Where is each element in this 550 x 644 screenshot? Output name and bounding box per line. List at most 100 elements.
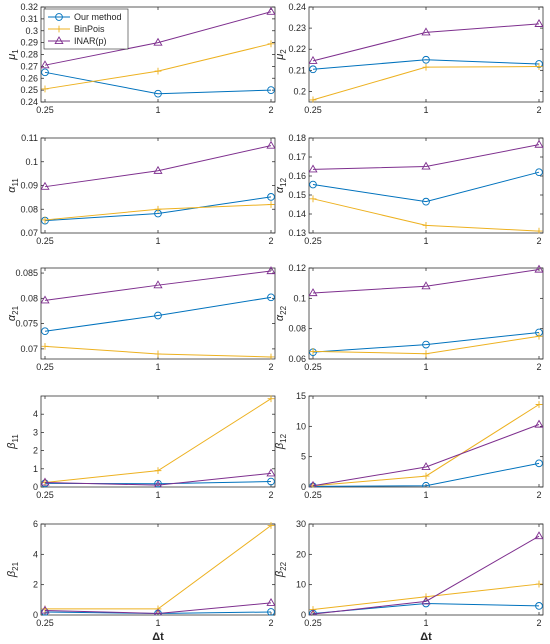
series-binpois bbox=[309, 195, 543, 234]
legend-marker bbox=[55, 13, 63, 21]
data-point-marker bbox=[267, 201, 275, 208]
series-line bbox=[312, 59, 540, 70]
y-axis-label-subscript: 22 bbox=[279, 561, 288, 570]
data-point-marker bbox=[153, 37, 163, 46]
data-point-marker bbox=[267, 353, 275, 360]
y-axis-label-symbol: β bbox=[6, 570, 18, 578]
data-point-marker bbox=[309, 65, 317, 74]
data-point-marker bbox=[309, 348, 317, 355]
x-tick-label: 0.25 bbox=[304, 490, 322, 500]
x-tick-label: 2 bbox=[268, 618, 273, 628]
data-point-marker bbox=[41, 68, 49, 77]
x-tick-label: 0.25 bbox=[36, 105, 54, 115]
x-tick-label: 1 bbox=[155, 490, 160, 500]
data-point-marker bbox=[41, 181, 50, 190]
series-line bbox=[44, 11, 272, 66]
y-axis-label-subscript: 12 bbox=[279, 177, 288, 186]
y-tick-label: 0.06 bbox=[288, 354, 306, 364]
y-tick-label: 3 bbox=[33, 427, 38, 437]
x-tick-label: 2 bbox=[268, 490, 273, 500]
data-point-marker bbox=[535, 63, 543, 70]
series-line bbox=[312, 331, 540, 353]
data-point-marker bbox=[266, 6, 276, 15]
axes-frame bbox=[40, 267, 276, 360]
data-point-marker bbox=[422, 55, 430, 64]
x-tick-label: 1 bbox=[155, 362, 160, 372]
y-axis-label: β11 bbox=[6, 434, 20, 450]
y-axis-label-subscript: 2 bbox=[279, 49, 288, 54]
y-axis-label-symbol: β bbox=[274, 442, 286, 450]
y-tick-label: 0.21 bbox=[288, 65, 306, 75]
data-point-marker bbox=[154, 205, 162, 213]
data-point-marker bbox=[267, 395, 275, 403]
series-binpois bbox=[309, 63, 543, 103]
data-point-marker bbox=[534, 18, 544, 27]
axes-frame bbox=[40, 523, 276, 616]
data-point-marker bbox=[154, 467, 162, 475]
y-tick-label: 30 bbox=[296, 519, 306, 529]
y-tick-label: 0.16 bbox=[288, 171, 306, 181]
data-point-marker bbox=[422, 63, 430, 71]
y-tick-label: 1 bbox=[33, 464, 38, 474]
x-axis-label: Δt bbox=[420, 631, 432, 643]
data-point-marker bbox=[309, 164, 318, 173]
data-point-marker bbox=[153, 480, 163, 488]
y-tick-label: 0.28 bbox=[20, 50, 38, 60]
x-axis-label: Δt bbox=[152, 631, 164, 643]
y-tick-label: 20 bbox=[296, 549, 306, 559]
y-axis-label: α12 bbox=[274, 177, 288, 193]
data-point-marker bbox=[309, 480, 317, 488]
series-line bbox=[44, 145, 272, 188]
y-tick-label: 0.2 bbox=[293, 86, 306, 96]
x-tick-label: 2 bbox=[268, 236, 273, 246]
data-point-marker bbox=[267, 522, 275, 529]
axes-frame bbox=[308, 137, 544, 234]
series-inar-p- bbox=[309, 18, 544, 64]
y-axis-label-subscript: 1 bbox=[11, 49, 20, 54]
series-inar-p- bbox=[309, 419, 544, 488]
data-point-marker bbox=[267, 608, 275, 616]
series-inar-p- bbox=[309, 531, 544, 616]
data-point-marker bbox=[153, 280, 163, 289]
y-tick-label: 0 bbox=[301, 610, 306, 620]
y-tick-label: 0.11 bbox=[21, 133, 38, 143]
data-point-marker bbox=[535, 401, 543, 408]
x-tick-label: 0.25 bbox=[304, 618, 322, 628]
y-tick-label: 0.32 bbox=[20, 2, 38, 12]
y-tick-label: 0.26 bbox=[20, 73, 38, 83]
data-point-marker bbox=[309, 288, 318, 297]
data-point-marker bbox=[309, 609, 317, 616]
data-point-marker bbox=[422, 222, 430, 229]
series-binpois bbox=[41, 40, 275, 93]
data-point-marker bbox=[535, 227, 543, 234]
y-tick-label: 0.24 bbox=[288, 2, 306, 12]
y-tick-label: 10 bbox=[296, 421, 306, 431]
x-tick-label: 2 bbox=[536, 362, 541, 372]
data-point-marker bbox=[309, 180, 317, 189]
data-point-marker bbox=[266, 597, 276, 606]
y-tick-label: 0.08 bbox=[20, 293, 38, 303]
y-axis-label-symbol: β bbox=[274, 570, 286, 578]
series-binpois bbox=[309, 332, 543, 358]
data-point-marker bbox=[41, 295, 50, 304]
data-point-marker bbox=[421, 161, 431, 170]
y-axis-label-subscript: 21 bbox=[11, 561, 20, 570]
series-inar-p- bbox=[309, 264, 544, 297]
x-tick-label: 1 bbox=[423, 105, 428, 115]
legend-entry-label: INAR(p) bbox=[74, 36, 107, 46]
x-tick-label: 1 bbox=[155, 618, 160, 628]
x-tick-label: 0.25 bbox=[36, 490, 54, 500]
x-tick-label: 0.25 bbox=[36, 618, 54, 628]
data-point-marker bbox=[535, 580, 543, 588]
x-tick-label: 1 bbox=[423, 618, 428, 628]
data-point-marker bbox=[154, 350, 162, 358]
y-tick-label: 0.14 bbox=[288, 209, 306, 219]
y-axis-label: α21 bbox=[6, 305, 20, 321]
y-tick-label: 0.25 bbox=[20, 85, 38, 95]
x-tick-label: 1 bbox=[423, 236, 428, 246]
y-axis-label-symbol: α bbox=[6, 314, 18, 321]
y-axis-label: μ2 bbox=[274, 49, 288, 61]
data-point-marker bbox=[267, 40, 275, 48]
